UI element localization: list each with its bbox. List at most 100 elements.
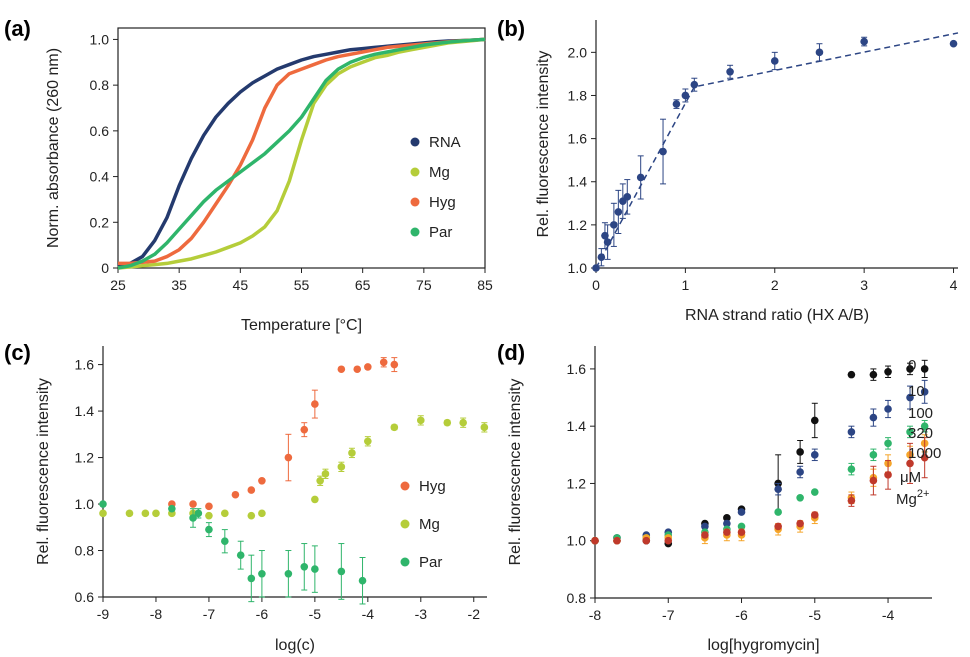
series-Par <box>117 37 486 270</box>
legend-marker <box>400 557 410 567</box>
data-point <box>125 509 134 518</box>
y-tick-label: 1.2 <box>568 217 588 233</box>
chart-panel-2: (c) -9 -8 -7 -6 -5 -4 -3 -2 0.6 0.8 1.0 1.2 1.4 1.6 log… <box>4 340 489 654</box>
legend-label: Par <box>419 554 442 571</box>
legend-marker <box>410 227 420 237</box>
data-point <box>247 486 256 494</box>
y-axis-title: Rel. fluorescence intensity <box>507 379 524 566</box>
y-tick-label: 1.6 <box>568 131 588 147</box>
data-point <box>723 519 731 528</box>
y-tick-label: 2.0 <box>568 44 588 60</box>
y-tick-label: 0.8 <box>75 543 95 559</box>
legend-label: RNA <box>429 134 461 151</box>
data-point <box>884 367 892 376</box>
data-point <box>723 528 731 536</box>
y-tick-label: 1.0 <box>568 260 588 276</box>
legend-label: Par <box>429 224 452 241</box>
data-point <box>815 48 824 57</box>
y-tick-label: 1.6 <box>75 357 95 373</box>
data-point <box>774 485 782 493</box>
data-point <box>796 448 804 456</box>
data-point <box>379 358 388 367</box>
y-tick-label: 1.2 <box>567 475 587 491</box>
x-tick-label: -8 <box>589 607 602 623</box>
data-point <box>701 522 709 531</box>
y-tick-label: 1.0 <box>90 31 110 47</box>
data-point <box>592 264 600 272</box>
series-320 <box>591 434 929 545</box>
x-axis-title: RNA strand ratio (HX A/B) <box>685 307 869 324</box>
y-tick-label: 0.6 <box>90 123 110 139</box>
legend-label: 100 <box>908 405 933 422</box>
x-tick-label: -7 <box>662 607 675 623</box>
data-point <box>480 423 489 432</box>
y-tick-label: 0 <box>101 260 109 276</box>
data-point <box>642 536 651 545</box>
x-tick-label: 2 <box>771 277 779 293</box>
data-point <box>774 522 782 531</box>
y-axis-title: Rel. fluorescence intensity <box>35 378 52 565</box>
y-tick-label: 1.6 <box>567 361 587 377</box>
data-point <box>906 393 914 402</box>
data-point <box>884 471 892 479</box>
y-tick-label: 0.4 <box>90 169 110 185</box>
y-tick-label: 1.0 <box>75 496 95 512</box>
data-point <box>358 576 367 585</box>
data-point <box>723 514 731 522</box>
legend-marker <box>400 519 410 529</box>
series-10 <box>591 379 929 545</box>
data-point <box>311 400 319 408</box>
data-point <box>601 231 609 240</box>
fit-line <box>595 32 959 269</box>
chart-panel-1: (b) 0 1 2 3 4 1.0 1.2 1.4 1.6 1.8 2.0 RNA strand rat… <box>497 16 959 324</box>
data-point <box>231 490 240 499</box>
data-point <box>311 495 319 504</box>
legend-label: 10 <box>908 383 925 400</box>
data-point <box>390 423 399 432</box>
y-axis-title: Norm. absorbance (260 nm) <box>45 48 62 248</box>
x-tick-label: 4 <box>950 277 958 293</box>
x-axis-title: log(c) <box>275 637 315 654</box>
x-tick-label: 85 <box>477 277 493 293</box>
y-tick-label: 1.4 <box>568 174 588 190</box>
x-tick-label: -4 <box>362 606 375 622</box>
panel-label: (d) <box>497 340 525 365</box>
y-axis-title: Rel. fluorescence intensity <box>535 51 552 238</box>
data-point <box>236 551 245 559</box>
legend-ion-charge: 2+ <box>917 488 930 500</box>
x-tick-label: 45 <box>233 277 249 293</box>
data-point <box>796 468 804 476</box>
data-point <box>796 519 804 528</box>
y-tick-label: 1.4 <box>567 418 587 434</box>
data-point <box>737 528 746 536</box>
data-point <box>364 437 372 446</box>
data-point <box>906 365 914 373</box>
data-point <box>636 173 645 182</box>
data-point <box>99 500 107 508</box>
data-point <box>443 418 452 427</box>
data-point <box>597 253 606 262</box>
legend: 0 10 100 320 1000 μM Mg2+ <box>896 357 941 508</box>
data-point <box>205 502 213 511</box>
series-0 <box>591 359 929 548</box>
legend-ion-base: Mg <box>896 491 917 508</box>
series-Mg <box>117 37 486 270</box>
data-point <box>810 451 819 459</box>
y-tick-label: 0.2 <box>90 214 110 230</box>
y-tick-label: 1.4 <box>75 403 95 419</box>
data-point <box>847 496 856 505</box>
legend-label: Hyg <box>419 478 446 495</box>
chart-panel-3: (d) -8 -7 -6 -5 -4 0.8 1.0 1.2 1.4 1.6 log[hygromyc… <box>497 340 941 654</box>
data-point <box>701 531 709 539</box>
data-point <box>247 574 256 583</box>
data-point <box>659 147 667 156</box>
x-tick-label: 0 <box>592 277 600 293</box>
series-line <box>117 37 486 270</box>
data-point <box>221 537 229 546</box>
legend-label: Mg <box>419 516 440 533</box>
x-axis-title: log[hygromycin] <box>707 637 819 654</box>
x-tick-label: 75 <box>416 277 432 293</box>
data-point <box>810 416 819 425</box>
panel-label: (b) <box>497 16 525 41</box>
data-point <box>141 509 150 518</box>
